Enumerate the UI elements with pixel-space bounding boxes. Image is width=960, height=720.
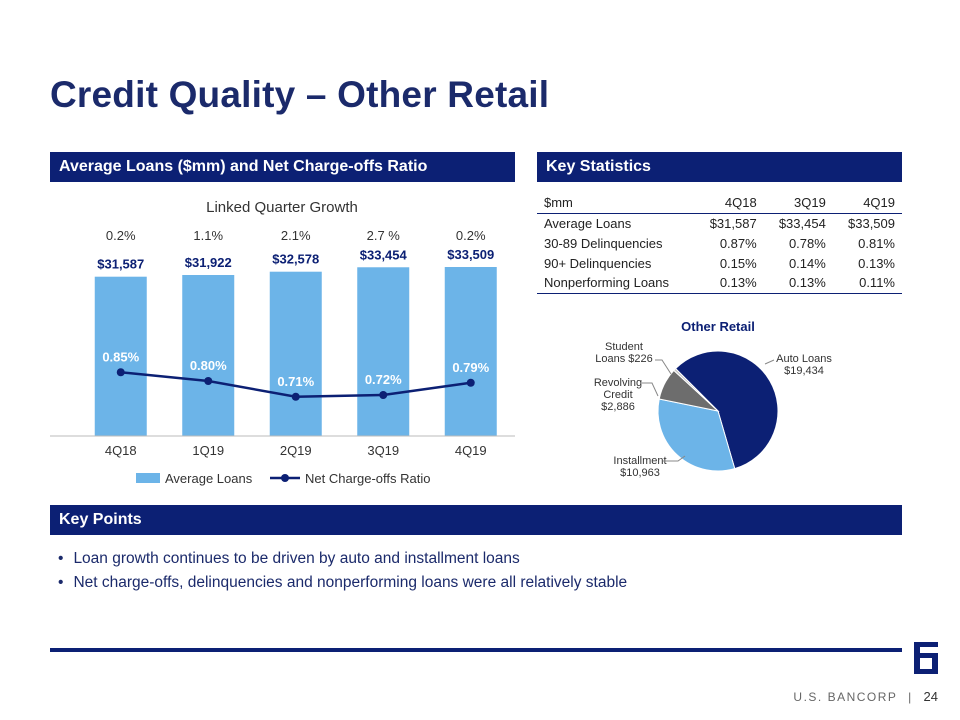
ratio-point [379,391,388,399]
row-label: Average Loans [544,215,632,231]
ratio-point [291,392,300,401]
x-tick-label: 1Q19 [192,443,224,458]
x-tick-label: 3Q19 [367,443,399,458]
pie-label-student: Loans $226 [595,353,653,365]
chart-title: Linked Quarter Growth [206,199,358,216]
pie-leader-line [642,382,659,397]
column-header: $mm [544,195,573,211]
ratio-point [116,368,125,377]
table-cell: $31,587 [709,215,757,231]
key-points-list: Loan growth continues to be driven by au… [58,547,627,595]
bar-value-label: $32,578 [272,252,319,267]
loans-combo-chart: Linked Quarter Growth 0.2% 1.1% 2.1% 2.7 % 0.… [50,199,515,486]
loan-bar [269,271,322,436]
ratio-point [466,378,475,387]
pie-leader-line [663,455,686,462]
ratio-value-label: 0.79% [452,360,489,375]
key-point-item: Net charge-offs, delinquencies and nonpe… [58,571,627,595]
loan-bar [444,267,497,436]
column-header: 3Q19 [794,195,826,211]
pie-slice [657,398,736,472]
ratio-value-label: 0.80% [190,358,227,373]
table-row: 30-89 Delinquencies 0.87% 0.78% 0.81% [537,233,902,253]
footer-separator: | [908,690,913,704]
x-tick-label: 4Q18 [105,443,137,458]
growth-label: 2.7 % [367,228,401,243]
bar-value-label: $31,922 [185,255,232,270]
pie-leader-line [655,359,672,375]
loan-bar [182,275,235,436]
column-header: 4Q18 [724,195,757,211]
x-tick-label: 2Q19 [280,443,312,458]
row-label: 90+ Delinquencies [544,255,652,271]
growth-label: 0.2% [456,228,486,243]
ratio-value-label: 0.85% [102,349,139,364]
pie-label-auto: $19,434 [784,365,824,377]
page-number: 24 [923,689,938,704]
ratio-value-label: 0.71% [277,374,314,389]
points-section-header: Key Points [50,505,902,535]
key-point-item: Loan growth continues to be driven by au… [58,547,627,571]
footer-divider [50,648,902,652]
loan-bar [94,276,147,436]
table-cell: 0.87% [719,235,757,251]
table-row: Nonperforming Loans 0.13% 0.13% 0.11% [537,273,902,293]
other-retail-pie-chart: Other Retail Auto Loans$19,434 Installment… [594,319,832,479]
table-cell: $33,509 [848,215,895,231]
table-cell: 0.14% [788,255,826,271]
table-row: 90+ Delinquencies 0.15% 0.14% 0.13% [537,253,902,273]
stats-section-header: Key Statistics [537,152,902,182]
loans-section-header: Average Loans ($mm) and Net Charge-offs … [50,152,515,182]
pie-label-auto: Auto Loans [776,353,832,365]
pie-slice [673,367,719,412]
bar-value-label: $33,454 [360,247,408,262]
column-header: 4Q19 [863,195,895,211]
table-row: Average Loans $31,587 $33,454 $33,509 [537,213,902,233]
legend-label: Net Charge-offs Ratio [305,471,431,486]
bar-value-label: $31,587 [97,257,144,272]
key-statistics-table: $mm 4Q18 3Q19 4Q19 Average Loans $31,587… [537,193,902,294]
table-cell: $33,454 [778,215,826,231]
pie-label-revolving: Credit [603,389,632,401]
pie-label-revolving: $2,886 [601,401,635,413]
growth-label: 2.1% [281,228,311,243]
table-cell: 0.11% [859,275,895,291]
table-cell: 0.78% [788,235,826,251]
row-label: Nonperforming Loans [544,275,670,291]
legend-swatch-bar [136,473,160,483]
pie-label-revolving: Revolving [594,377,642,389]
loan-bar [357,267,410,436]
pie-title: Other Retail [681,319,755,334]
footer-brand: U.S. BANCORP [793,690,898,704]
pie-label-installment: Installment [613,455,666,467]
pie-label-installment: $10,963 [620,467,660,479]
table-cell: 0.15% [719,255,757,271]
table-cell: 0.13% [858,255,895,271]
legend-label: Average Loans [165,471,253,486]
ratio-point [204,377,213,385]
bank-shield-logo-icon [914,642,938,674]
page-title: Credit Quality – Other Retail [50,74,550,115]
table-header-row: $mm 4Q18 3Q19 4Q19 [537,193,902,213]
footer: U.S. BANCORP | 24 [793,689,938,704]
legend-swatch-point [281,474,289,482]
x-tick-label: 4Q19 [455,443,487,458]
bar-value-label: $33,509 [447,247,494,262]
table-cell: 0.13% [788,275,826,291]
growth-label: 1.1% [193,228,223,243]
pie-leader-line [764,359,775,365]
row-label: 30-89 Delinquencies [544,235,663,251]
pie-slice [674,350,779,470]
ratio-value-label: 0.72% [365,372,402,387]
table-cell: 0.13% [719,275,757,291]
pie-label-student: Student [605,341,643,353]
table-cell: 0.81% [858,235,895,251]
growth-label: 0.2% [106,228,136,243]
